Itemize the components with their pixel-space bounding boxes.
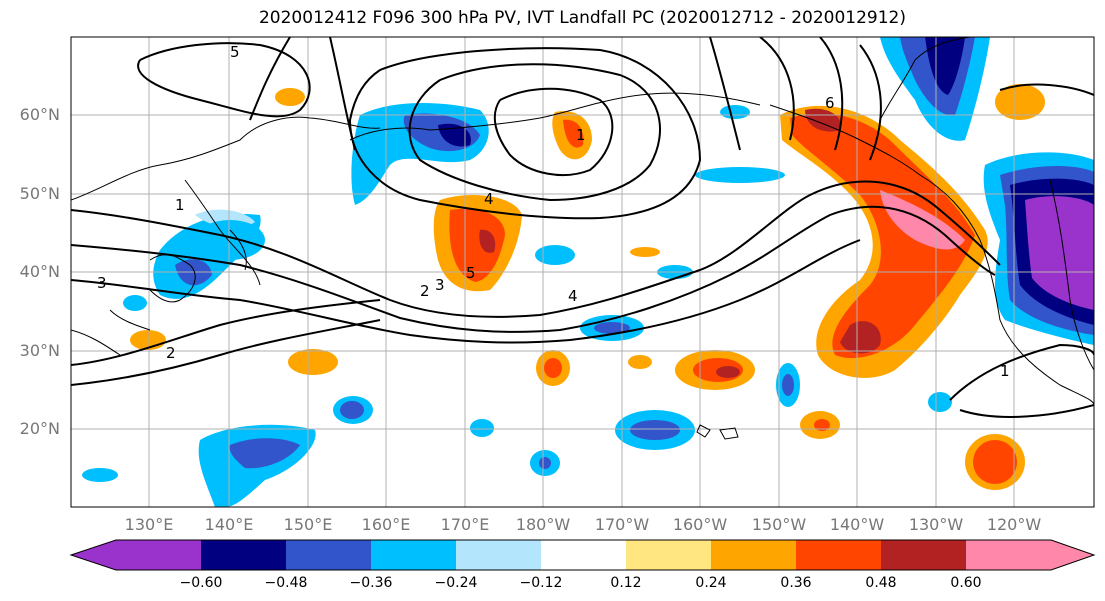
colorbar-bin	[881, 540, 966, 570]
colorbar-bin	[456, 540, 541, 570]
colorbar-tick: 0.60	[950, 575, 982, 591]
contour-label: 3	[97, 274, 107, 292]
colorbar-bin	[116, 540, 201, 570]
colorbar-left-extend	[71, 540, 116, 570]
contour-label: 1	[576, 126, 586, 144]
lat-label: 30°N	[19, 341, 60, 360]
lon-label: 160°E	[361, 515, 411, 534]
contour-label: 3	[435, 276, 445, 294]
colorbar-bin	[626, 540, 711, 570]
pv-contours	[71, 37, 1094, 418]
colorbar-tick: 0.24	[695, 575, 727, 591]
graticule	[71, 37, 1094, 507]
colorbar-bin	[966, 540, 1051, 570]
lat-label: 40°N	[19, 262, 60, 281]
contour-label: 4	[484, 190, 494, 208]
colorbar-tick: 0.36	[780, 575, 812, 591]
colorbar-bin	[286, 540, 371, 570]
colorbar-bin	[796, 540, 881, 570]
contour-label: 4	[568, 287, 578, 305]
lon-label: 140°W	[829, 515, 885, 534]
colorbar-tick: −0.24	[434, 575, 478, 591]
colorbar-bin	[711, 540, 796, 570]
contour-label: 5	[466, 264, 476, 282]
contour-label: 2	[420, 282, 430, 300]
map-frame	[70, 36, 1095, 508]
map-panel: 5 1 2 3 4 5 6 1 1 2 3 4	[71, 37, 1094, 507]
colorbar-tick: −0.48	[264, 575, 308, 591]
lat-label: 60°N	[19, 105, 60, 124]
lon-label: 150°E	[283, 515, 333, 534]
contour-label: 1	[175, 196, 185, 214]
colorbar-bin	[541, 540, 626, 570]
lon-label: 140°E	[204, 515, 254, 534]
colorbar-tick: −0.60	[179, 575, 223, 591]
colorbar	[69, 539, 1096, 571]
lon-label: 170°W	[594, 515, 650, 534]
lat-label: 50°N	[19, 184, 60, 203]
lon-label: 160°W	[672, 515, 728, 534]
lat-label: 20°N	[19, 419, 60, 438]
lon-label: 130°W	[908, 515, 964, 534]
map-title: 2020012412 F096 300 hPa PV, IVT Landfall…	[258, 8, 906, 28]
lon-label: 150°W	[751, 515, 807, 534]
lon-label: 180°W	[515, 515, 571, 534]
colorbar-tick: 0.12	[610, 575, 642, 591]
contour-label: 1	[1000, 362, 1010, 380]
contour-label: 5	[230, 43, 240, 61]
colorbar-tick: −0.12	[519, 575, 563, 591]
colorbar-tick: −0.36	[349, 575, 393, 591]
colorbar-bin	[371, 540, 456, 570]
lon-label: 120°W	[986, 515, 1042, 534]
colorbar-bin	[201, 540, 286, 570]
colorbar-tick: 0.48	[865, 575, 897, 591]
colorbar-right-extend	[1051, 540, 1094, 570]
contour-labels: 5 1 2 3 4 5 6 1 1 2 3 4	[97, 43, 1010, 380]
contour-label: 6	[825, 94, 835, 112]
lon-label: 170°E	[440, 515, 490, 534]
lon-label: 130°E	[124, 515, 174, 534]
contour-label: 2	[166, 344, 176, 362]
